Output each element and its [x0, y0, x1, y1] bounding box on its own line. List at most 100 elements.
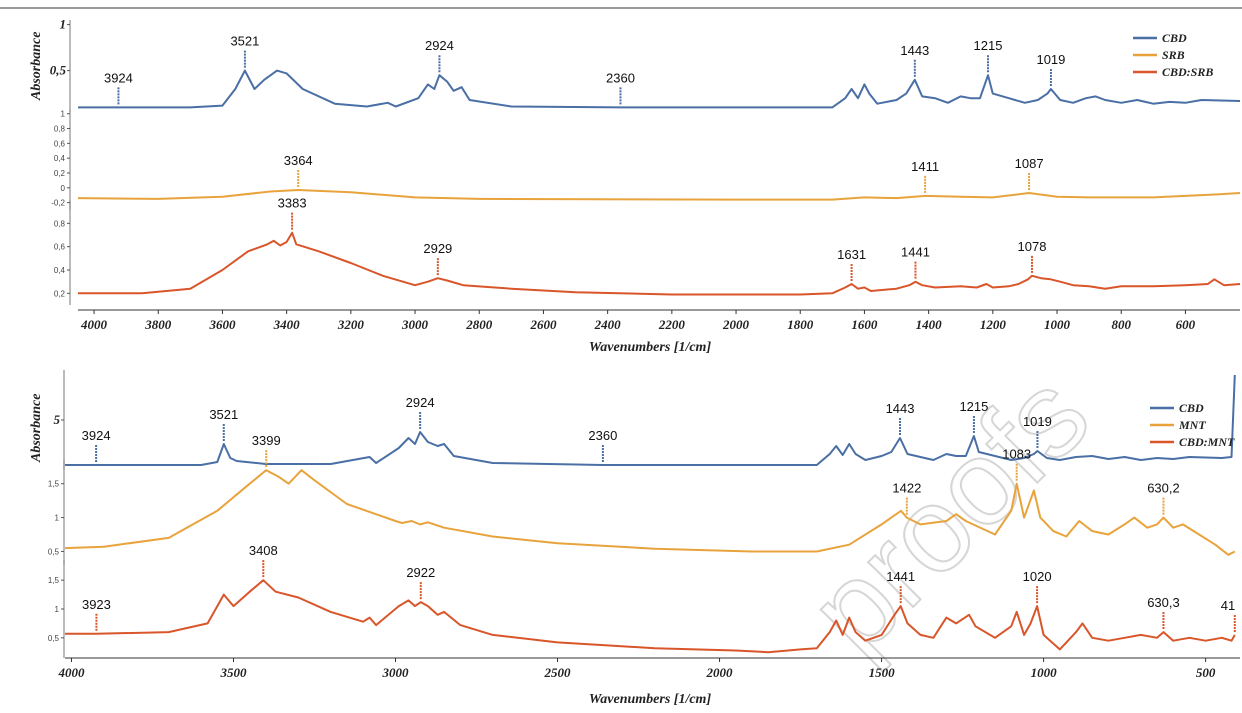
top-peak-label: 1019	[1036, 52, 1065, 67]
bottom-peak-label: 1083	[1002, 447, 1031, 462]
top-y-axis-label: Absorbance	[29, 32, 44, 101]
top-x-tick-label: 2000	[722, 317, 750, 332]
top-peak-label: 1443	[900, 43, 929, 58]
bottom-legend-label: CBD	[1179, 401, 1204, 415]
bottom-peak-label: 2924	[406, 395, 435, 410]
bottom-series-lines	[64, 374, 1236, 654]
watermark-text: proofs	[784, 348, 1115, 679]
top-y-tick-label: 0	[61, 184, 66, 193]
top-peak-label: 1078	[1018, 239, 1047, 254]
bottom-peak-label: 3399	[252, 433, 281, 448]
top-x-ticks: 4000 3800 3600 3400 3200 3000 2800 2600 2400 2200…	[80, 310, 1196, 332]
top-y-tick-label: -0,2	[51, 199, 65, 208]
top-legend-label: CBD:SRB	[1162, 65, 1213, 79]
bottom-peak-label: 1441	[886, 569, 915, 584]
bottom-x-tick-label: 500	[1196, 665, 1216, 680]
top-x-tick-label: 2400	[594, 317, 622, 332]
top-peak-annotations: 3924 3521 2924 2360 1443 1215 1019 3364 1411 1087…	[104, 34, 1065, 281]
top-peak-label: 1411	[911, 159, 939, 174]
bottom-series-cbd-line	[65, 374, 1236, 466]
top-y-tick-label: 0,2	[54, 289, 66, 298]
bottom-peak-label: 1019	[1023, 414, 1052, 429]
top-spectrum-panel: 10,510,80,60,40,20-0,20,80,60,40,2 39243…	[0, 7, 1242, 355]
bottom-peak-label: 3924	[82, 428, 111, 443]
bottom-y-tick-label: 0,5	[48, 634, 60, 643]
bottom-x-tick-label: 1500	[869, 665, 896, 680]
bottom-series-mnt-line	[64, 469, 1236, 556]
top-y-axes: 1 0,5 1 0,8 0,6 0,4 0,2 0 -0,2 0,8 0,6 0,4 0,2	[50, 17, 71, 305]
bottom-x-ticks: 4000 3500 3000 2500 2000 1500 1000 500	[57, 658, 1216, 680]
top-y-tick-label: 0,2	[54, 169, 66, 178]
bottom-spectrum-panel: 5 1,5 1 0,5 1,5 1 0,5 3924 3521 2924 2360 1443 1215…	[29, 370, 1240, 707]
bottom-y-tick-label: 1	[55, 514, 60, 523]
top-peak-label: 3364	[284, 153, 313, 168]
top-x-tick-label: 1000	[1044, 317, 1071, 332]
top-peak-label: 1215	[974, 38, 1003, 53]
bottom-y-axes: 5 1,5 1 0,5 1,5 1 0,5	[48, 370, 65, 658]
top-x-tick-label: 600	[1176, 317, 1196, 332]
bottom-y-tick-label: 5	[54, 412, 61, 427]
bottom-x-tick-label: 3000	[382, 665, 410, 680]
top-y-tick-label: 1	[61, 110, 66, 119]
top-legend-label: CBD	[1162, 31, 1187, 45]
bottom-peak-annotations: 3924 3521 2924 2360 1443 1215 1019 3399 1422 1083…	[82, 395, 1236, 632]
bottom-y-tick-label: 1,5	[48, 480, 60, 489]
top-peak-label: 3521	[230, 34, 259, 49]
top-y-tick-label: 0,4	[54, 266, 66, 275]
top-y-tick-label: 0,6	[54, 243, 66, 252]
top-peak-label: 3383	[278, 196, 307, 211]
bottom-peak-label: 41	[1221, 598, 1235, 613]
top-y-tick-label: 0,8	[54, 125, 66, 134]
top-peak-label: 1631	[837, 247, 866, 262]
top-y-tick-label: 1	[60, 17, 67, 32]
top-x-tick-label: 4000	[80, 317, 108, 332]
top-x-tick-label: 2800	[465, 317, 493, 332]
bottom-y-axis-label: Absorbance	[29, 394, 44, 463]
bottom-peak-label: 1020	[1023, 569, 1052, 584]
top-x-tick-label: 2600	[529, 317, 557, 332]
top-series-cbd-srb-line	[78, 231, 1241, 296]
top-peak-label: 1441	[901, 245, 930, 260]
top-legend-label: SRB	[1162, 48, 1185, 62]
top-peak-label: 2360	[606, 70, 635, 85]
bottom-peak-label: 3521	[209, 407, 238, 422]
top-x-tick-label: 3800	[144, 317, 172, 332]
top-x-axis-label: Wavenumbers [1/cm]	[589, 340, 712, 355]
bottom-y-tick-label: 0,5	[48, 547, 60, 556]
top-peak-label: 2924	[425, 38, 454, 53]
top-x-tick-label: 800	[1111, 317, 1131, 332]
bottom-y-tick-label: 1,5	[48, 576, 60, 585]
bottom-peak-label: 630,3	[1147, 595, 1180, 610]
bottom-legend: CBD MNT CBD:MNT	[1150, 401, 1235, 449]
bottom-peak-label: 630,2	[1147, 481, 1180, 496]
top-x-tick-label: 1600	[851, 317, 878, 332]
top-x-tick-label: 2200	[658, 317, 686, 332]
top-series-lines	[77, 69, 1241, 296]
top-y-tick-label: 0,8	[54, 219, 66, 228]
bottom-y-tick-label: 1	[55, 605, 60, 614]
top-x-tick-label: 3600	[208, 317, 236, 332]
bottom-x-tick-label: 2000	[706, 665, 734, 680]
top-series-srb-line	[77, 189, 1241, 201]
bottom-peak-label: 2360	[588, 428, 617, 443]
top-x-tick-label: 3400	[273, 317, 301, 332]
bottom-peak-label: 1215	[959, 399, 988, 414]
top-peak-label: 2929	[423, 241, 452, 256]
top-peak-label: 3924	[104, 70, 133, 85]
top-x-tick-label: 1800	[787, 317, 814, 332]
top-x-tick-label: 1400	[916, 317, 943, 332]
bottom-peak-label: 3408	[249, 543, 278, 558]
bottom-x-tick-label: 1000	[1031, 665, 1058, 680]
top-series-cbd-line	[78, 69, 1241, 109]
bottom-peak-label: 1443	[886, 401, 915, 416]
top-y-tick-label: 0,4	[54, 154, 66, 163]
bottom-x-axis-label: Wavenumbers [1/cm]	[589, 692, 712, 707]
top-y-tick-label: 0,5	[50, 63, 67, 78]
top-x-tick-label: 1200	[980, 317, 1007, 332]
bottom-series-cbd-mnt-line	[65, 579, 1236, 654]
top-peak-label: 1087	[1015, 156, 1044, 171]
top-x-tick-label: 3200	[337, 317, 365, 332]
bottom-peak-label: 3923	[82, 597, 111, 612]
bottom-peak-label: 1422	[892, 481, 921, 496]
